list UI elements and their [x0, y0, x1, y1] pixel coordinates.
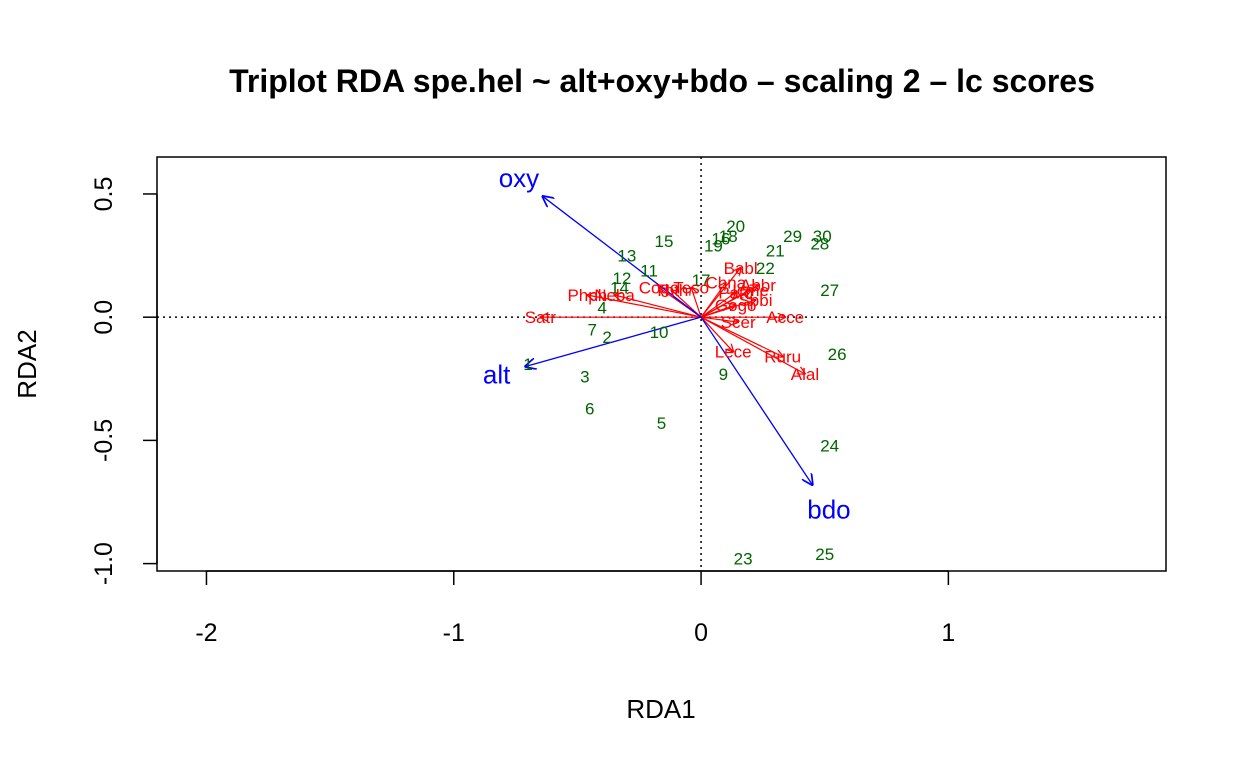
- reference-lines: [157, 157, 1166, 571]
- species-label-chna: Chna: [705, 274, 746, 293]
- site-label-2: 2: [602, 328, 611, 347]
- x-tick-label: -1: [443, 619, 465, 647]
- site-label-24: 24: [820, 436, 839, 455]
- chart-title: Triplot RDA spe.hel ~ alt+oxy+bdo – scal…: [229, 63, 1095, 99]
- species-label-acce: Acce: [766, 308, 804, 327]
- species-label-cogo: Cogo: [639, 279, 680, 298]
- species-label-teso: Teso: [673, 279, 709, 298]
- y-tick-label: -1.0: [90, 542, 118, 585]
- species-arrow-alal: [700, 316, 805, 374]
- plot-frame: [156, 156, 1167, 572]
- species-label-spbi: Spbi: [738, 291, 772, 310]
- site-label-7: 7: [588, 321, 597, 340]
- env-arrow-alt: [525, 316, 702, 366]
- site-label-30: 30: [813, 227, 832, 246]
- env-arrows: [525, 196, 812, 484]
- species-label-ruru: Ruru: [764, 348, 801, 367]
- species-arrow-gogo: [700, 305, 736, 318]
- species-label-alal: Alal: [791, 365, 819, 384]
- site-label-5: 5: [657, 414, 666, 433]
- species-arrow-icme: [700, 290, 750, 318]
- species-label-pato: Pato: [718, 284, 753, 303]
- site-label-4: 4: [597, 298, 606, 317]
- site-label-21: 21: [766, 242, 785, 261]
- species-arrow-teso: [691, 288, 702, 318]
- y-tick-label: 0.0: [90, 300, 118, 335]
- site-label-13: 13: [617, 247, 636, 266]
- env-label-oxy: oxy: [499, 163, 539, 193]
- species-arrow-pato: [700, 293, 736, 318]
- site-label-23: 23: [734, 550, 753, 569]
- species-label-satr: Satr: [525, 308, 557, 327]
- site-label-1: 1: [523, 355, 532, 374]
- species-label-babl: Babl: [724, 259, 758, 278]
- site-label-6: 6: [585, 399, 594, 418]
- site-label-27: 27: [820, 281, 839, 300]
- env-labels: oxy alt bdo: [483, 163, 851, 525]
- env-arrow-oxy: [543, 196, 702, 318]
- site-label-11: 11: [640, 261, 658, 280]
- env-label-alt: alt: [483, 360, 511, 390]
- env-arrow-bdo: [700, 316, 812, 485]
- site-label-12: 12: [612, 269, 631, 288]
- y-tick-label: -0.5: [90, 419, 118, 462]
- site-label-22: 22: [756, 259, 775, 278]
- site-label-19: 19: [704, 237, 723, 256]
- plot-area: [156, 156, 1167, 572]
- species-arrow-ruru: [700, 316, 783, 356]
- site-label-14: 14: [610, 279, 629, 298]
- site-label-26: 26: [828, 345, 847, 364]
- species-label-phph: Phph: [567, 286, 607, 305]
- species-label-neba: Neba: [594, 286, 635, 305]
- site-label-15: 15: [655, 232, 674, 251]
- site-label-3: 3: [580, 367, 589, 386]
- species-label-abbr: Abbr: [740, 276, 776, 295]
- site-label-16: 16: [711, 229, 730, 248]
- env-label-bdo: bdo: [807, 495, 850, 525]
- species-arrow-lece: [700, 316, 733, 352]
- site-label-10: 10: [650, 323, 669, 342]
- x-tick-label: 0: [694, 619, 708, 647]
- site-label-29: 29: [783, 227, 802, 246]
- species-arrow-scer: [700, 316, 738, 322]
- species-label-thth: Thth: [654, 281, 688, 300]
- species-arrow-phph: [587, 295, 702, 318]
- y-axis-label: RDA2: [12, 329, 42, 398]
- species-label-lece: Lece: [715, 343, 752, 362]
- site-label-25: 25: [815, 545, 834, 564]
- site-label-18: 18: [719, 227, 738, 246]
- y-axis: -1.0 -0.5 0.0 0.5: [90, 177, 158, 585]
- x-axis-label: RDA1: [626, 694, 695, 724]
- species-label-scer: Scer: [721, 313, 756, 332]
- x-axis: -2 -1 0 1: [195, 570, 955, 647]
- x-tick-label: 1: [941, 619, 955, 647]
- species-label-gogo: Gogo: [715, 296, 757, 315]
- site-label-17: 17: [692, 271, 711, 290]
- y-tick-label: 0.5: [90, 177, 118, 212]
- x-tick-label: -2: [195, 619, 217, 647]
- species-label-icme: Icme: [732, 281, 769, 300]
- site-label-28: 28: [810, 234, 829, 253]
- species-arrow-neba: [615, 295, 702, 318]
- site-label-20: 20: [726, 217, 745, 236]
- species-arrow-chna: [700, 283, 726, 318]
- site-label-9: 9: [719, 365, 728, 384]
